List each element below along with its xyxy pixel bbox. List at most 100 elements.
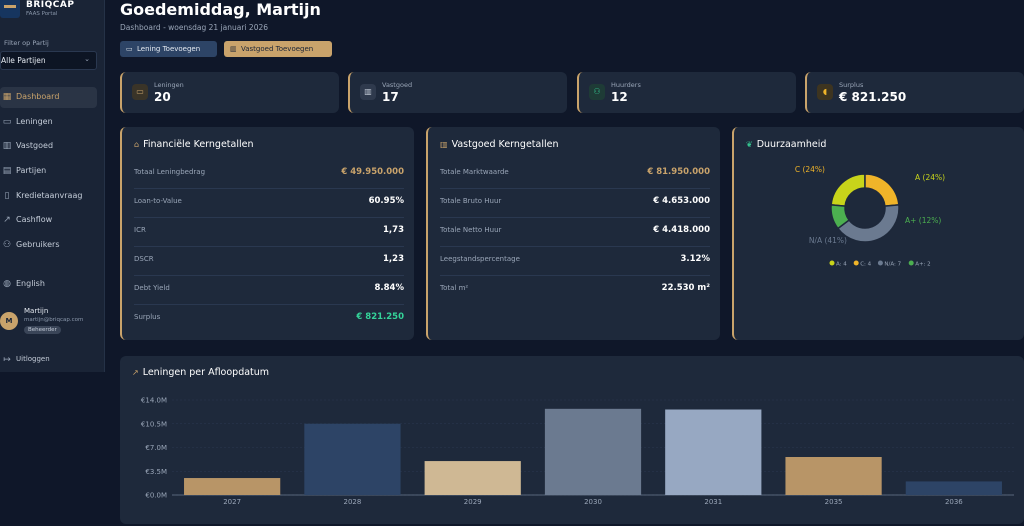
panel-title-text: Duurzaamheid [756, 139, 827, 150]
bar-2035[interactable] [785, 457, 882, 495]
date-subtitle: Dashboard - woensdag 21 januari 2026 [120, 23, 269, 32]
x-tick-label: 2036 [945, 498, 963, 506]
kpi-label: Debt Yield [134, 284, 170, 292]
chevron-down-icon: ⌄ [84, 55, 90, 63]
brand-name: BRIQCAP [26, 0, 75, 10]
bar-2027[interactable] [184, 478, 281, 495]
stat-value: 12 [611, 90, 628, 104]
card-icon: ▭ [132, 84, 148, 100]
stat-card-surplus[interactable]: ◖ Surplus € 821.250 [805, 72, 1024, 113]
language-switcher[interactable]: ◍ English [0, 276, 97, 292]
bar-2028[interactable] [304, 423, 401, 495]
donut-slice-a[interactable] [830, 173, 866, 207]
slice-label: C (24%) [795, 165, 825, 174]
legend-dot [908, 260, 914, 266]
kpi-label: Surplus [134, 313, 161, 321]
legend-dot [853, 260, 859, 266]
bank-icon: ⌂ [134, 140, 140, 149]
kpi-row: Totale Netto Huur € 4.418.000 [440, 218, 710, 247]
role-badge: Beheerder [24, 326, 61, 334]
kpi-row: Totale Marktwaarde € 81.950.000 [440, 160, 710, 189]
y-tick-label: €3.5M [145, 468, 167, 476]
kpi-row: Totaal Leningbedrag € 49.950.000 [134, 160, 404, 189]
piggy-bank-icon: ◖ [817, 84, 833, 100]
stat-card-huurders[interactable]: ⚇ Huurders 12 [577, 72, 796, 113]
sidebar-item-label: Cashflow [16, 215, 53, 224]
sidebar: BRIQCAP FAAS Portal Filter op Partij All… [0, 0, 105, 372]
stat-card-leningen[interactable]: ▭ Leningen 20 [120, 72, 339, 113]
donut-slice-c[interactable] [864, 173, 900, 207]
sidebar-item-partijen[interactable]: ▤ Partijen [0, 161, 97, 182]
building-icon: ▥ [2, 141, 12, 151]
logout-button[interactable]: ↦ Uitloggen [0, 354, 97, 366]
add-property-button[interactable]: ▥ Vastgoed Toevoegen [224, 41, 332, 57]
kpi-row: Surplus € 821.250 [134, 305, 404, 334]
stat-value: € 821.250 [839, 90, 907, 104]
legend-dot [877, 260, 883, 266]
stat-label: Vastgoed [382, 81, 413, 89]
kpi-value: € 81.950.000 [647, 167, 710, 177]
y-tick-label: €10.5M [141, 420, 167, 428]
kpi-value: € 4.653.000 [653, 196, 710, 206]
party-filter-select[interactable]: Alle Partijen ⌄ [0, 51, 97, 70]
x-tick-label: 2029 [464, 498, 482, 506]
panel-title: ▥ Vastgoed Kerngetallen [440, 139, 558, 150]
language-label: English [16, 279, 45, 288]
sidebar-item-kredietaanvraag[interactable]: ▯ Kredietaanvraag [0, 186, 97, 207]
kpi-row: Leegstandspercentage 3.12% [440, 247, 710, 276]
kpi-value: € 49.950.000 [341, 167, 404, 177]
sidebar-item-label: Vastgoed [16, 141, 54, 150]
bar-2029[interactable] [424, 461, 521, 495]
user-email: martijn@briqcap.com [24, 317, 84, 323]
donut-slice-na[interactable] [836, 204, 900, 243]
kpi-value: 1,23 [383, 254, 404, 264]
maturity-bar-chart: €0.0M €3.5M €7.0M €10.5M €14.0M 2027 2028 2029 2… [141, 397, 1014, 506]
x-tick-label: 2028 [344, 498, 362, 506]
sidebar-item-cashflow[interactable]: ↗ Cashflow [0, 210, 97, 231]
sidebar-item-label: Leningen [16, 117, 53, 126]
kpi-label: ICR [134, 226, 146, 234]
kpi-row: Debt Yield 8.84% [134, 276, 404, 305]
user-profile: M Martijn martijn@briqcap.com Beheerder [0, 307, 100, 339]
users-icon: ⚇ [589, 84, 605, 100]
stat-label: Leningen [154, 81, 184, 89]
brand-subtitle: FAAS Portal [26, 11, 58, 17]
kpi-row: ICR 1,73 [134, 218, 404, 247]
donut-slice-a+[interactable] [830, 204, 851, 230]
card-icon: ▭ [2, 117, 12, 127]
kpi-label: Loan-to-Value [134, 197, 182, 205]
sidebar-item-dashboard[interactable]: ▦ Dashboard [0, 87, 97, 108]
legend-label: A+: 2 [915, 262, 930, 268]
brand[interactable]: BRIQCAP FAAS Portal [0, 0, 105, 22]
trend-icon: ↗ [3, 215, 11, 225]
logout-label: Uitloggen [16, 355, 50, 363]
panel-title-text: Vastgoed Kerngetallen [451, 139, 559, 150]
kpi-row: Total m² 22.530 m² [440, 276, 710, 305]
bar-2031[interactable] [665, 409, 762, 496]
users-icon: ⚇ [2, 240, 12, 250]
sidebar-item-vastgoed[interactable]: ▥ Vastgoed [0, 136, 97, 157]
building-icon: ▥ [230, 45, 237, 53]
kpi-row: Totale Bruto Huur € 4.653.000 [440, 189, 710, 218]
kpi-row: Loan-to-Value 60.95% [134, 189, 404, 218]
kpi-value: 60.95% [368, 196, 404, 206]
sidebar-item-leningen[interactable]: ▭ Leningen [0, 112, 97, 133]
kpi-label: DSCR [134, 255, 154, 263]
stat-label: Huurders [611, 81, 641, 89]
x-tick-label: 2035 [825, 498, 843, 506]
sidebar-item-gebruikers[interactable]: ⚇ Gebruikers [0, 235, 97, 256]
page-title: Goedemiddag, Martijn [120, 0, 321, 19]
stat-value: 17 [382, 90, 399, 104]
kpi-value: 3.12% [680, 254, 711, 264]
add-loan-button[interactable]: ▭ Lening Toevoegen [120, 41, 217, 57]
bar-2036[interactable] [905, 481, 1002, 495]
kpi-value: 8.84% [374, 283, 405, 293]
x-tick-label: 2027 [223, 498, 241, 506]
financial-kpi-panel: ⌂ Financiële Kerngetallen Totaal Leningbe… [120, 127, 414, 340]
leaf-icon: ❦ [746, 140, 753, 149]
document-icon: ▯ [4, 191, 10, 201]
briefcase-icon: ▤ [2, 166, 12, 176]
sidebar-item-label: Gebruikers [16, 240, 60, 249]
bar-2030[interactable] [544, 408, 642, 495]
stat-card-vastgoed[interactable]: ▥ Vastgoed 17 [348, 72, 567, 113]
